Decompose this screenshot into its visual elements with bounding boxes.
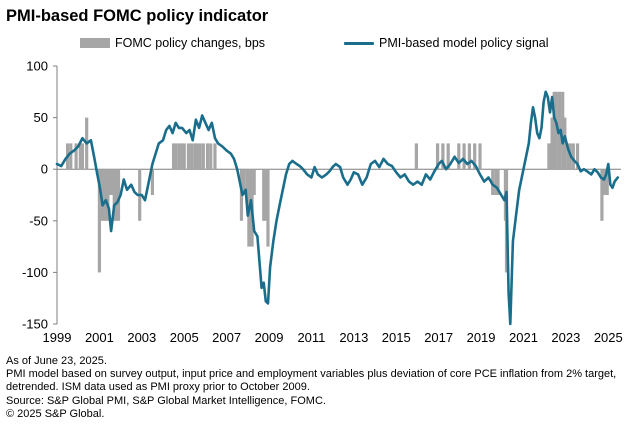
footnote-copyright: © 2025 S&P Global. — [6, 407, 105, 420]
policy-change-bar — [116, 169, 121, 221]
policy-change-bar — [547, 143, 551, 170]
footnote-source: Source: S&P Global PMI, S&P Global Marke… — [6, 394, 326, 407]
policy-change-bar — [563, 117, 567, 170]
x-tick-label: 2015 — [382, 330, 411, 345]
legend-item-model-signal: PMI-based model policy signal — [344, 36, 549, 50]
policy-change-bar — [190, 143, 194, 170]
policy-change-bar — [172, 143, 176, 170]
x-tick-label: 2017 — [424, 330, 453, 345]
policy-change-bar — [195, 143, 199, 170]
policy-change-bar — [213, 143, 217, 170]
policy-change-bar — [74, 143, 78, 170]
policy-change-bar — [106, 169, 110, 221]
legend-swatch-line — [344, 41, 374, 45]
policy-change-bar — [245, 169, 249, 195]
x-tick-label: 2001 — [85, 330, 114, 345]
policy-change-bar — [78, 143, 82, 170]
x-tick-label: 2005 — [170, 330, 199, 345]
policy-change-bar — [561, 91, 565, 170]
policy-change-bar — [554, 91, 558, 170]
policy-change-bar — [457, 143, 461, 170]
policy-change-bar — [205, 143, 210, 170]
policy-change-bar — [575, 143, 580, 170]
policy-change-bar — [603, 169, 607, 195]
policy-change-bar — [266, 169, 270, 247]
y-tick-label: -150 — [22, 317, 48, 332]
footnote-method: PMI model based on survey output, input … — [6, 368, 617, 394]
x-tick-label: 2013 — [339, 330, 368, 345]
policy-change-bar — [435, 143, 440, 170]
policy-change-bar — [186, 143, 191, 170]
y-tick-label: 100 — [26, 59, 48, 74]
policy-change-bar — [441, 143, 445, 170]
x-tick-label: 2011 — [297, 330, 325, 345]
policy-change-bar — [150, 169, 155, 195]
policy-change-bar — [80, 143, 85, 170]
policy-change-bar — [69, 143, 73, 170]
policy-change-bar — [496, 169, 500, 195]
footnote-as-of: As of June 23, 2025. — [6, 355, 107, 367]
policy-change-bar — [467, 143, 471, 170]
policy-change-bar — [180, 143, 184, 170]
policy-change-bar — [262, 169, 266, 221]
policy-change-bar — [605, 169, 609, 195]
policy-change-bar — [198, 143, 202, 170]
x-tick-label: 2023 — [551, 330, 580, 345]
policy-change-bar — [177, 143, 181, 170]
policy-change-bar — [112, 169, 116, 221]
policy-change-bar — [201, 143, 205, 170]
policy-change-bar — [264, 169, 268, 221]
legend: FOMC policy changes, bps PMI-based model… — [0, 36, 636, 54]
policy-change-bar — [182, 143, 186, 170]
x-tick-label: 2003 — [127, 330, 156, 345]
x-tick-label: 2007 — [212, 330, 241, 345]
policy-change-bar — [241, 169, 246, 195]
policy-change-bar — [108, 169, 112, 195]
policy-change-bar — [248, 169, 252, 221]
x-tick-label: 2021 — [509, 330, 538, 345]
policy-change-bar — [478, 143, 482, 170]
y-tick-label: -50 — [29, 213, 48, 228]
legend-label-model-signal: PMI-based model policy signal — [379, 36, 549, 50]
policy-change-bar — [102, 169, 106, 221]
legend-label-policy-changes: FOMC policy changes, bps — [115, 36, 266, 50]
policy-change-bar — [566, 143, 570, 170]
chart-title: PMI-based FOMC policy indicator — [6, 7, 269, 25]
x-tick-label: 1999 — [43, 330, 72, 345]
policy-change-bar — [491, 169, 495, 195]
policy-change-bar — [600, 169, 604, 221]
model-signal-line — [55, 90, 620, 326]
policy-change-bar — [473, 143, 477, 170]
policy-change-bar — [414, 143, 418, 170]
y-tick-label: 50 — [34, 110, 48, 125]
policy-change-bar — [571, 143, 575, 170]
footnotes: As of June 23, 2025. PMI model based on … — [6, 355, 634, 421]
policy-change-bar — [550, 117, 554, 170]
legend-swatch-bars — [80, 38, 110, 48]
x-tick-label: 2009 — [255, 330, 284, 345]
policy-change-bar — [114, 169, 118, 221]
policy-change-bar — [193, 143, 197, 170]
policy-change-bar — [97, 169, 102, 273]
policy-change-bar — [446, 143, 450, 170]
chart-plot: -150 -100 -50 0 50 100 1999 2001 2003 2005 2007 200… — [22, 59, 623, 346]
policy-change-bar — [252, 169, 256, 195]
policy-change-bar — [104, 169, 108, 221]
policy-change-bar — [209, 143, 213, 170]
legend-item-policy-changes: FOMC policy changes, bps — [80, 36, 265, 50]
policy-change-bar — [110, 169, 114, 195]
y-tick-label: 0 — [41, 162, 48, 177]
policy-change-bar — [174, 143, 178, 170]
policy-change-bar — [494, 169, 498, 195]
x-tick-label: 2025 — [594, 330, 623, 345]
y-tick-label: -100 — [22, 265, 48, 280]
x-tick-label: 2019 — [467, 330, 496, 345]
policy-change-bar — [552, 91, 556, 170]
policy-change-bar — [462, 143, 466, 170]
